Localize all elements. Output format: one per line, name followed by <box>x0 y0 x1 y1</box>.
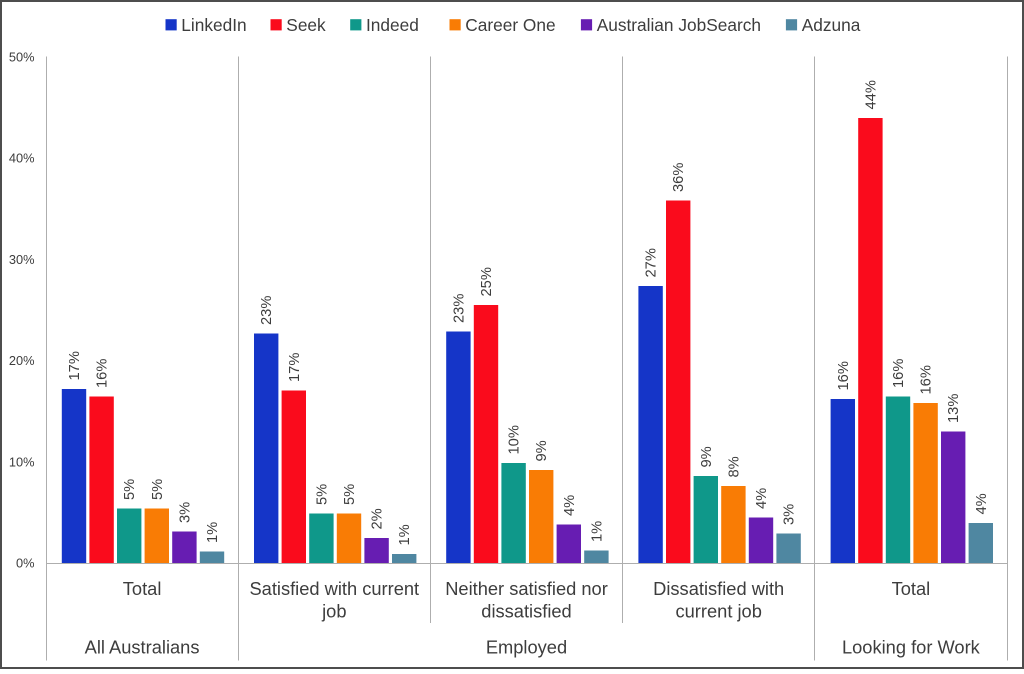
svg-text:9%: 9% <box>699 446 715 467</box>
svg-text:Seek: Seek <box>286 15 326 35</box>
svg-text:13%: 13% <box>946 394 962 423</box>
svg-text:Satisfied with current: Satisfied with current <box>249 578 419 599</box>
svg-text:4%: 4% <box>562 495 578 516</box>
svg-text:2%: 2% <box>370 508 386 529</box>
svg-text:Looking for Work: Looking for Work <box>842 637 981 658</box>
svg-text:8%: 8% <box>726 456 742 477</box>
svg-text:5%: 5% <box>314 484 330 505</box>
svg-text:23%: 23% <box>259 296 275 325</box>
svg-text:Dissatisfied with: Dissatisfied with <box>653 578 784 599</box>
svg-text:10%: 10% <box>507 425 523 454</box>
svg-text:0%: 0% <box>16 556 35 571</box>
svg-text:3%: 3% <box>782 504 798 525</box>
svg-text:25%: 25% <box>479 267 495 296</box>
svg-text:Indeed: Indeed <box>366 15 419 35</box>
svg-text:current job: current job <box>676 600 762 621</box>
svg-text:Australian JobSearch: Australian JobSearch <box>597 15 761 35</box>
svg-text:job: job <box>321 600 346 621</box>
svg-text:10%: 10% <box>9 454 35 469</box>
svg-text:40%: 40% <box>9 151 35 166</box>
svg-text:Employed: Employed <box>486 637 567 658</box>
svg-text:Neither satisfied nor: Neither satisfied nor <box>445 578 608 599</box>
svg-text:9%: 9% <box>534 440 550 461</box>
svg-text:5%: 5% <box>150 479 166 500</box>
svg-text:All Australians: All Australians <box>85 637 200 658</box>
svg-text:16%: 16% <box>95 359 111 388</box>
svg-text:20%: 20% <box>9 353 35 368</box>
svg-text:3%: 3% <box>177 502 193 523</box>
svg-text:17%: 17% <box>287 353 303 382</box>
svg-text:Career One: Career One <box>465 15 555 35</box>
svg-text:16%: 16% <box>836 361 852 390</box>
svg-text:17%: 17% <box>67 351 83 380</box>
svg-text:30%: 30% <box>9 252 35 267</box>
svg-text:23%: 23% <box>451 294 467 323</box>
svg-text:50%: 50% <box>9 50 35 65</box>
svg-text:Total: Total <box>892 578 931 599</box>
svg-text:16%: 16% <box>919 365 935 394</box>
svg-text:4%: 4% <box>754 488 770 509</box>
svg-text:16%: 16% <box>891 359 907 388</box>
svg-text:1%: 1% <box>205 522 221 543</box>
svg-text:27%: 27% <box>644 248 660 277</box>
svg-text:5%: 5% <box>342 484 358 505</box>
svg-text:1%: 1% <box>589 521 605 542</box>
svg-text:dissatisfied: dissatisfied <box>481 600 571 621</box>
svg-text:1%: 1% <box>397 524 413 545</box>
svg-text:44%: 44% <box>863 80 879 109</box>
svg-text:Total: Total <box>123 578 162 599</box>
svg-text:4%: 4% <box>974 493 990 514</box>
svg-text:LinkedIn: LinkedIn <box>181 15 246 35</box>
svg-text:36%: 36% <box>671 163 687 192</box>
svg-text:5%: 5% <box>122 479 138 500</box>
svg-text:Adzuna: Adzuna <box>802 15 861 35</box>
